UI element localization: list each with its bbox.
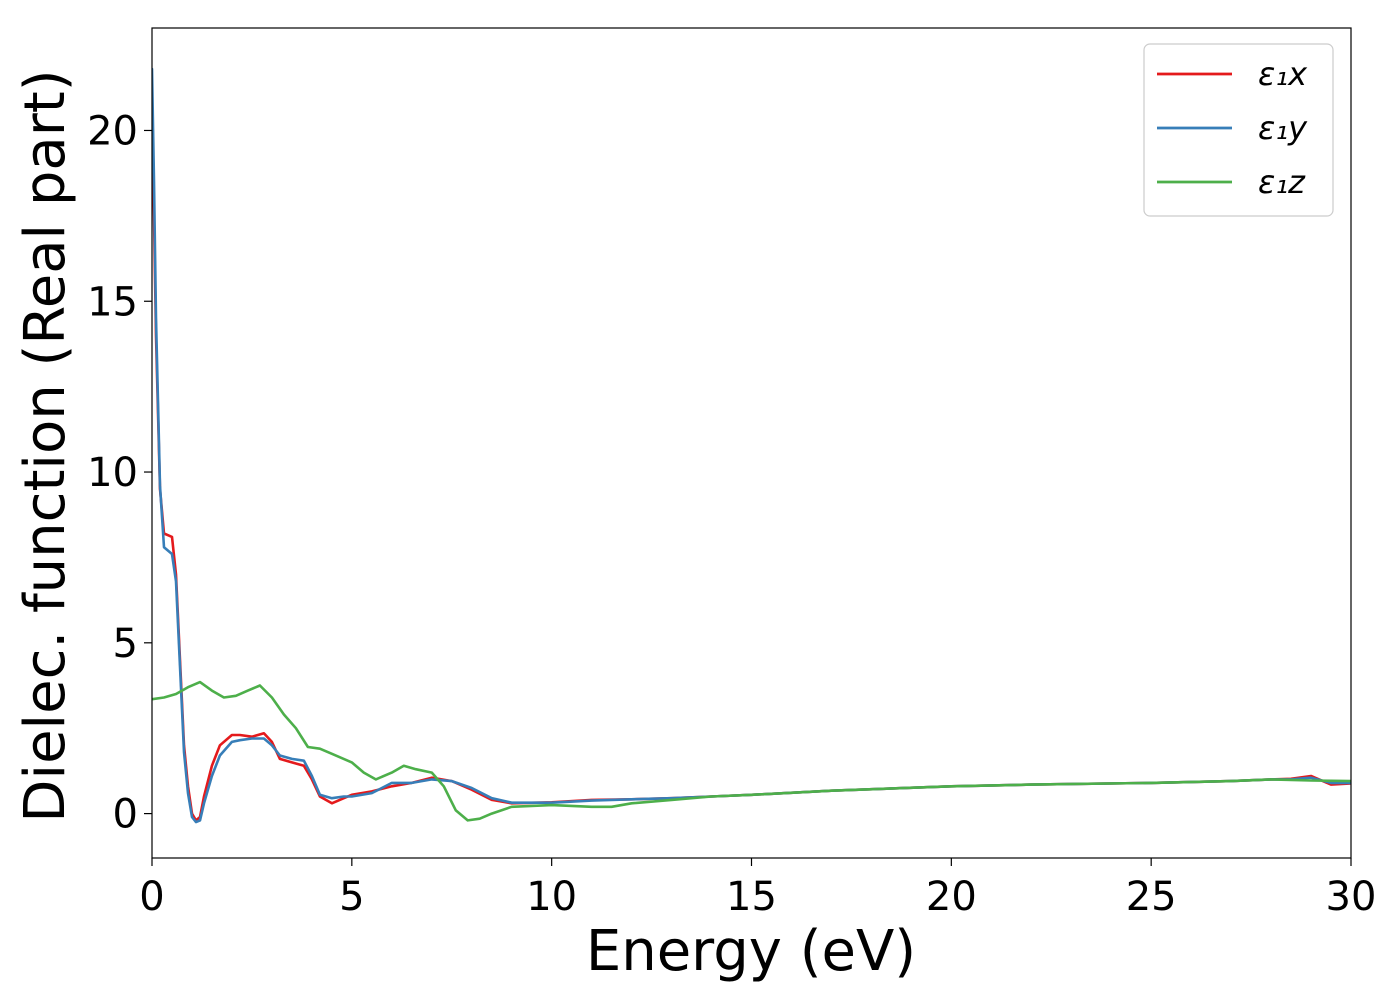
axes-layer: 0 5 10 15 20 25 30 0 5 10 15 20 [87,27,1377,920]
legend-label: ε₁y [1258,109,1308,147]
legend-label: ε₁x [1258,55,1308,93]
legend-label: ε₁z [1258,163,1306,201]
legend: ε₁x ε₁y ε₁z [1143,43,1334,217]
series-line-1 [152,112,1351,822]
series-line-3 [152,680,1351,822]
y-tick-label: 5 [113,621,138,667]
x-tick-label: 10 [526,874,577,920]
series-layer [152,67,1351,824]
y-tick-label: 15 [87,279,138,325]
x-tick-label: 15 [726,874,777,920]
x-tick-label: 30 [1326,874,1377,920]
x-tick-label: 25 [1126,874,1177,920]
x-tick-label: 20 [926,874,977,920]
x-tick-label: 0 [139,874,164,920]
y-axis-title: Dielec. function (Real part) [13,69,78,822]
y-tick-label: 0 [113,792,138,838]
x-tick-label: 5 [339,874,364,920]
x-axis-title: Energy (eV) [586,919,916,984]
y-tick-label: 10 [87,450,138,496]
y-tick-label: 20 [87,108,138,154]
legend-box [1143,43,1334,217]
